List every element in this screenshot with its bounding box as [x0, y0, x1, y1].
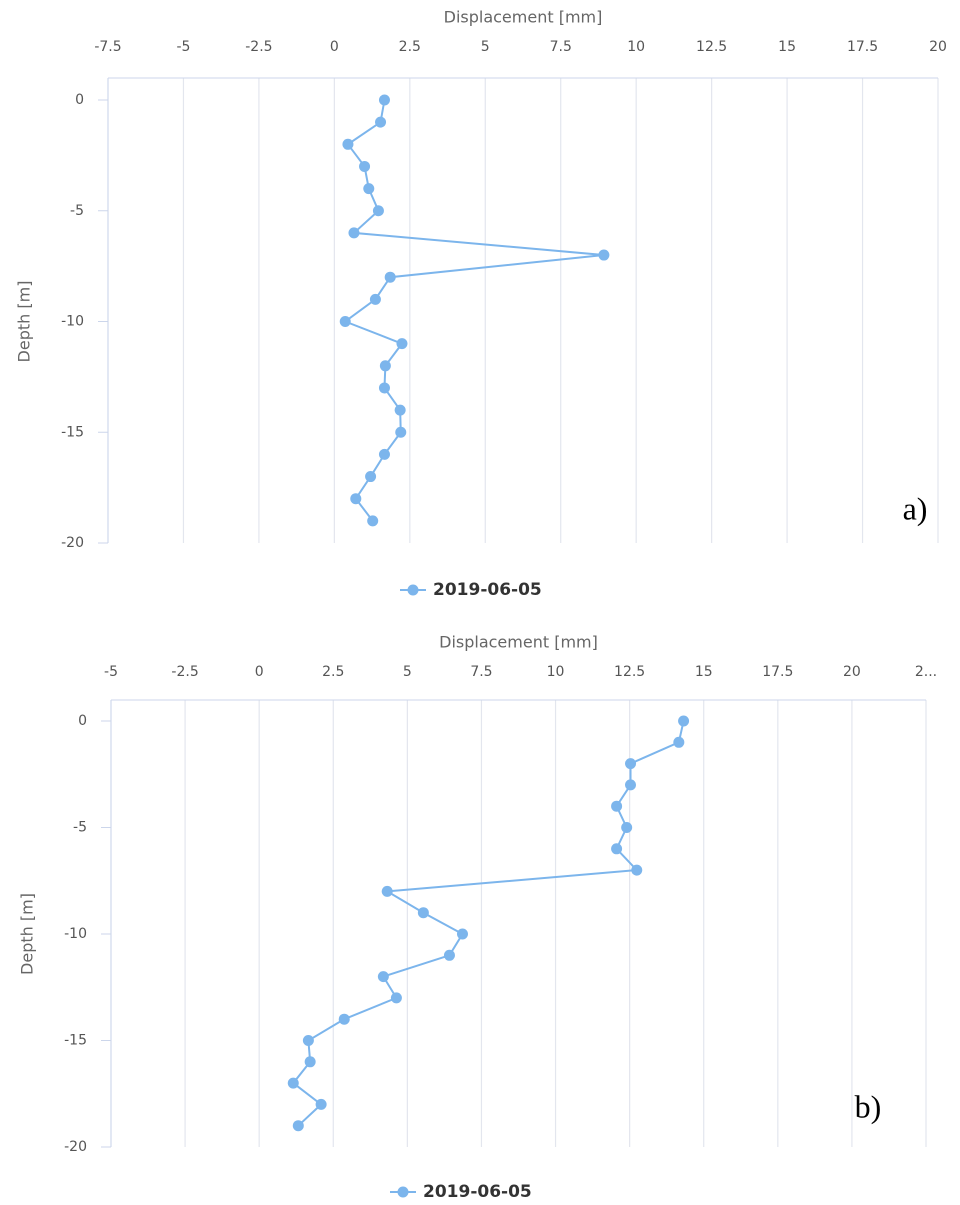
x-tick-label: 20 — [843, 664, 861, 680]
data-point — [359, 160, 371, 172]
data-point — [378, 94, 390, 106]
x-axis-title: Displacement [mm] — [444, 8, 603, 27]
panel-annotation: a) — [903, 490, 928, 526]
data-point — [292, 1120, 304, 1132]
panel-annotation: b) — [855, 1088, 882, 1124]
y-tick-label: 0 — [78, 713, 87, 729]
x-tick-label: 17.5 — [762, 664, 793, 680]
y-tick-label: -20 — [61, 535, 84, 551]
x-tick-label: 15 — [695, 664, 713, 680]
data-point — [342, 138, 354, 150]
data-point — [287, 1077, 299, 1089]
data-point — [378, 382, 390, 394]
x-tick-label: 12.5 — [696, 39, 727, 55]
data-point — [395, 426, 407, 438]
y-tick-label: -5 — [73, 820, 87, 836]
data-point — [315, 1098, 327, 1110]
data-point — [678, 715, 690, 727]
data-point — [396, 338, 408, 350]
x-tick-label: -2.5 — [245, 39, 272, 55]
legend-text: 2019-06-05 — [423, 1182, 532, 1202]
legend-marker — [407, 584, 419, 596]
y-tick-label: -15 — [61, 424, 84, 440]
data-point — [673, 736, 685, 748]
data-point — [302, 1035, 314, 1046]
data-point — [390, 992, 402, 1004]
x-tick-label: 2... — [915, 664, 937, 680]
data-point — [443, 949, 455, 961]
series-line — [291, 720, 685, 1127]
data-point — [369, 293, 381, 305]
data-point — [417, 907, 429, 919]
x-tick-label: 7.5 — [470, 664, 492, 680]
x-tick-label: -7.5 — [94, 39, 121, 55]
y-tick-label: -20 — [64, 1139, 87, 1155]
data-point — [611, 843, 623, 855]
y-tick-label: -5 — [70, 203, 84, 219]
legend-marker — [397, 1186, 409, 1198]
x-tick-label: 10 — [627, 39, 645, 55]
data-point — [363, 183, 375, 195]
x-tick-label: 0 — [255, 664, 264, 680]
data-point — [394, 404, 406, 416]
data-point — [378, 448, 390, 460]
x-tick-label: 20 — [929, 39, 947, 55]
data-point — [350, 493, 362, 505]
data-point — [375, 116, 387, 128]
x-tick-label: 12.5 — [614, 664, 645, 680]
x-tick-label: 2.5 — [399, 39, 421, 55]
x-tick-label: -2.5 — [171, 664, 198, 680]
y-tick-label: -10 — [61, 314, 84, 330]
data-point — [377, 971, 389, 983]
data-point — [631, 864, 643, 876]
data-point — [338, 1013, 350, 1025]
x-tick-label: 5 — [403, 664, 412, 680]
data-point — [379, 360, 391, 372]
legend-text: 2019-06-05 — [433, 580, 542, 600]
data-point — [339, 316, 351, 327]
data-point — [625, 779, 637, 791]
data-point — [611, 800, 623, 812]
x-tick-label: 10 — [547, 664, 565, 680]
x-tick-label: 2.5 — [322, 664, 344, 680]
data-point — [621, 822, 633, 833]
x-tick-label: 15 — [778, 39, 796, 55]
x-tick-label: 7.5 — [550, 39, 572, 55]
data-point — [384, 271, 396, 283]
data-point — [367, 515, 379, 527]
y-tick-label: 0 — [75, 92, 84, 108]
y-tick-label: -15 — [64, 1033, 87, 1049]
x-tick-label: 5 — [481, 39, 490, 55]
y-axis-title: Depth [m] — [15, 281, 34, 363]
data-point — [456, 928, 468, 940]
x-axis-title: Displacement [mm] — [439, 633, 598, 652]
y-tick-label: -10 — [64, 926, 87, 942]
x-tick-label: 0 — [330, 39, 339, 55]
data-point — [365, 471, 377, 483]
data-point — [381, 885, 393, 897]
x-tick-label: 17.5 — [847, 39, 878, 55]
y-axis-title: Depth [m] — [18, 893, 37, 975]
data-point — [625, 758, 637, 770]
x-tick-label: -5 — [104, 664, 118, 680]
data-point — [372, 205, 384, 217]
data-point — [598, 249, 610, 261]
x-tick-label: -5 — [176, 39, 190, 55]
data-point — [304, 1056, 316, 1068]
data-point — [348, 227, 360, 239]
